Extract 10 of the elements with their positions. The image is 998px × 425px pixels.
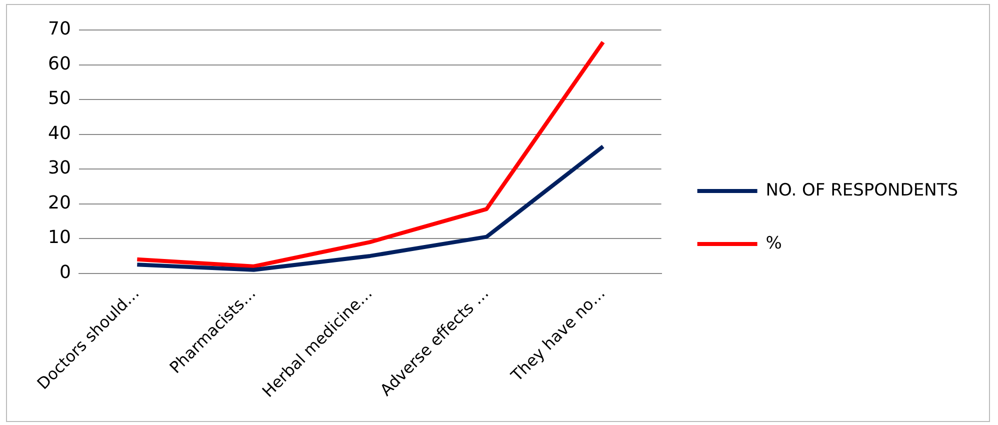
y-tick-label: 50: [48, 88, 71, 110]
y-tick-label: 60: [48, 53, 71, 74]
y-tick-label: 30: [48, 158, 71, 179]
y-tick-label: 40: [48, 122, 71, 144]
y-tick-label: 20: [48, 192, 71, 214]
y-tick-label: 0: [59, 262, 71, 284]
legend-label: %: [766, 233, 782, 254]
y-tick-label: 70: [48, 18, 71, 40]
y-tick-label: 10: [48, 227, 71, 248]
legend-label: NO. OF RESPONDENTS: [766, 180, 958, 200]
